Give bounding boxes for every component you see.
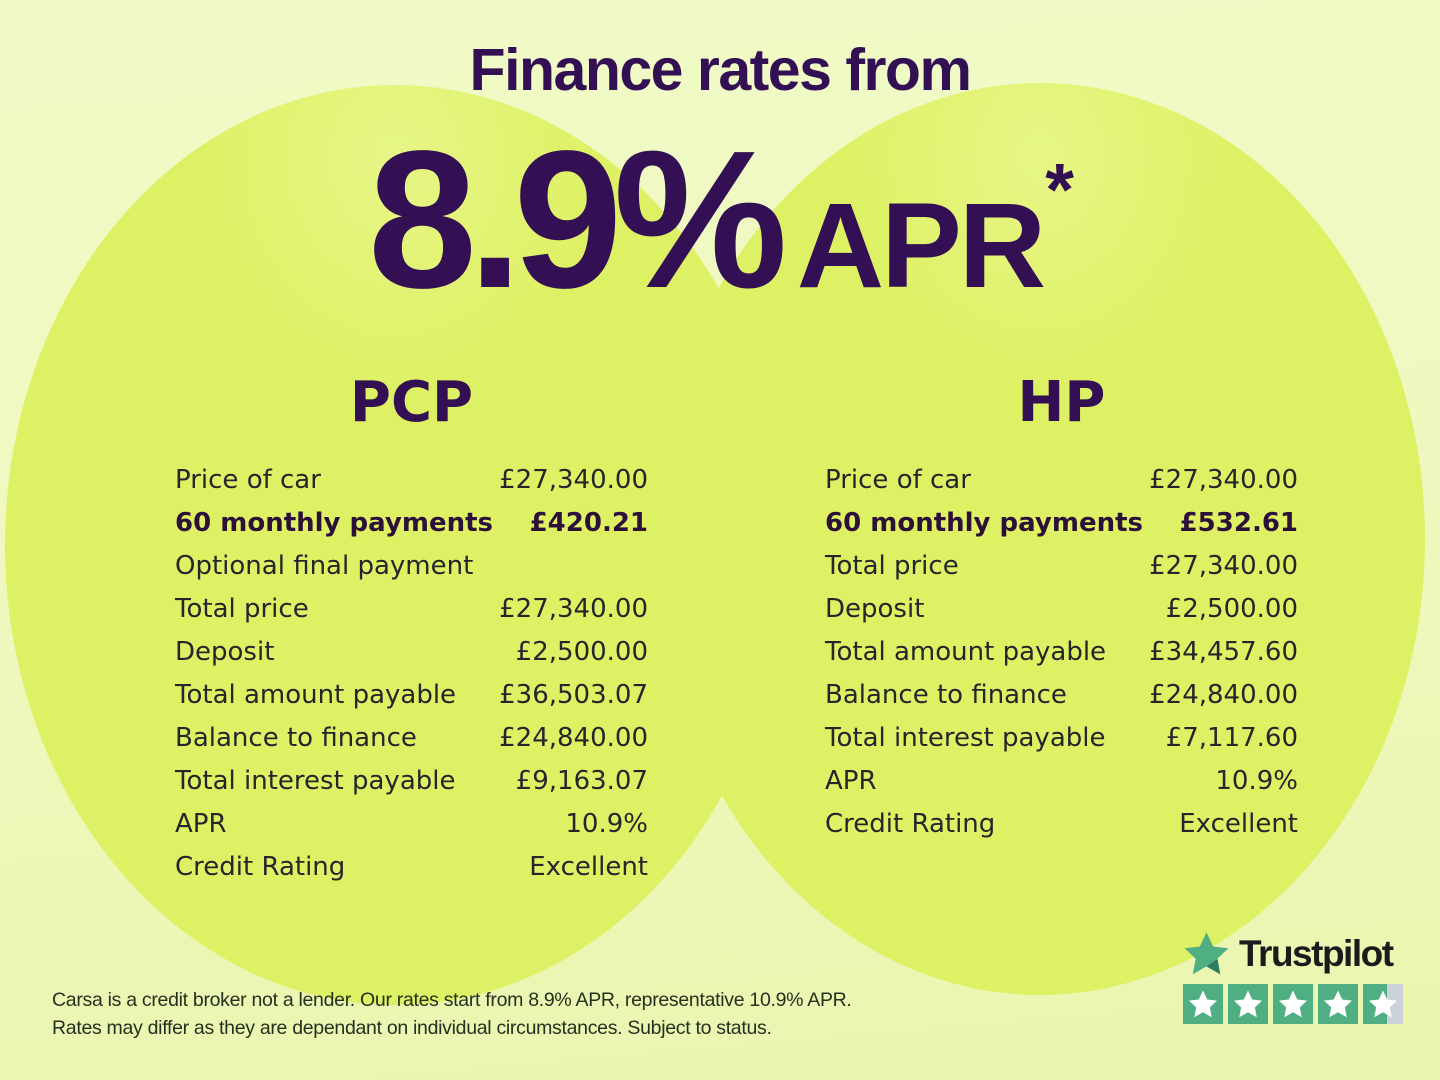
row-label: 60 monthly payments [175, 507, 493, 538]
disclaimer-line-2: Rates may differ as they are dependant o… [52, 1017, 772, 1039]
table-row: Total price £27,340.00 [175, 587, 648, 630]
row-value: £420.21 [529, 507, 648, 538]
row-value: £27,340.00 [499, 464, 648, 495]
table-row: Credit Rating Excellent [175, 845, 648, 888]
rate-asterisk: * [1045, 148, 1075, 231]
row-label: Deposit [175, 636, 275, 667]
row-label: Balance to finance [825, 679, 1067, 710]
table-row: Price of car £27,340.00 [175, 458, 648, 501]
table-row: Total amount payable £34,457.60 [825, 630, 1298, 673]
trustpilot-star-icon [1184, 932, 1229, 975]
row-value: £27,340.00 [1149, 464, 1298, 495]
star-box-full-icon [1273, 984, 1313, 1024]
row-label: Total price [175, 593, 309, 624]
headline-rate: 8.9% APR * [0, 122, 1440, 318]
row-label: Total amount payable [825, 636, 1107, 667]
table-row: Balance to finance £24,840.00 [825, 673, 1298, 716]
row-label: Total price [825, 550, 959, 581]
table-row: 60 monthly payments £420.21 [175, 501, 648, 544]
table-row: Deposit £2,500.00 [175, 630, 648, 673]
table-row: 60 monthly payments £532.61 [825, 501, 1298, 544]
row-value: £34,457.60 [1149, 636, 1298, 667]
row-value: Excellent [529, 851, 648, 882]
table-row: Price of car £27,340.00 [825, 458, 1298, 501]
row-label: Total interest payable [825, 722, 1106, 753]
row-label: Optional final payment [175, 550, 474, 581]
row-label: APR [825, 765, 877, 796]
table-row: Total price £27,340.00 [825, 544, 1298, 587]
row-value: £7,117.60 [1165, 722, 1298, 753]
row-label: Price of car [175, 464, 321, 495]
trustpilot-widget: Trustpilot [1183, 930, 1403, 1024]
star-box-full-icon [1228, 984, 1268, 1024]
star-box-half-icon [1363, 984, 1403, 1024]
star-box-full-icon [1183, 984, 1223, 1024]
hp-heading: HP [1017, 370, 1106, 435]
row-label: Balance to finance [175, 722, 417, 753]
row-label: Total interest payable [175, 765, 456, 796]
row-label: APR [175, 808, 227, 839]
table-row: APR 10.9% [825, 759, 1298, 802]
row-value: £532.61 [1179, 507, 1298, 538]
legal-disclaimer: Carsa is a credit broker not a lender. O… [52, 986, 852, 1042]
table-row: Credit Rating Excellent [825, 802, 1298, 845]
row-label: Deposit [825, 593, 925, 624]
rate-unit: APR [796, 177, 1046, 313]
banner-title: Finance rates from [469, 37, 972, 103]
trustpilot-rating-stars [1183, 984, 1403, 1024]
table-row: Optional final payment [175, 544, 648, 587]
row-value: Excellent [1179, 808, 1298, 839]
row-value: 10.9% [565, 808, 648, 839]
pcp-rows: Price of car £27,340.00 60 monthly paymen… [175, 458, 648, 888]
trustpilot-wordmark: Trustpilot [1239, 932, 1394, 974]
row-value: £27,340.00 [1149, 550, 1298, 581]
row-value: £36,503.07 [499, 679, 648, 710]
pcp-heading: PCP [349, 370, 474, 435]
row-label: Credit Rating [825, 808, 996, 839]
row-value: £2,500.00 [515, 636, 648, 667]
row-value: £24,840.00 [499, 722, 648, 753]
hp-table: HP Price of car £27,340.00 60 monthly pay… [825, 375, 1298, 845]
table-row: Total interest payable £7,117.60 [825, 716, 1298, 759]
row-label: Credit Rating [175, 851, 346, 882]
rate-value: 8.9% [367, 110, 788, 329]
row-value: £9,163.07 [515, 765, 648, 796]
disclaimer-line-1: Carsa is a credit broker not a lender. O… [52, 989, 852, 1011]
row-value: £24,840.00 [1149, 679, 1298, 710]
table-row: APR 10.9% [175, 802, 648, 845]
hp-rows: Price of car £27,340.00 60 monthly paymen… [825, 458, 1298, 845]
row-label: Price of car [825, 464, 971, 495]
lime-circle-right [655, 83, 1425, 995]
table-row: Deposit £2,500.00 [825, 587, 1298, 630]
table-row: Total interest payable £9,163.07 [175, 759, 648, 802]
table-row: Total amount payable £36,503.07 [175, 673, 648, 716]
row-value: 10.9% [1215, 765, 1298, 796]
row-label: 60 monthly payments [825, 507, 1143, 538]
star-box-full-icon [1318, 984, 1358, 1024]
row-value: £2,500.00 [1165, 593, 1298, 624]
row-label: Total amount payable [175, 679, 457, 710]
pcp-table: PCP Price of car £27,340.00 60 monthly pa… [175, 375, 648, 888]
trustpilot-logo: Trustpilot [1183, 930, 1403, 977]
row-value: £27,340.00 [499, 593, 648, 624]
table-row: Balance to finance £24,840.00 [175, 716, 648, 759]
